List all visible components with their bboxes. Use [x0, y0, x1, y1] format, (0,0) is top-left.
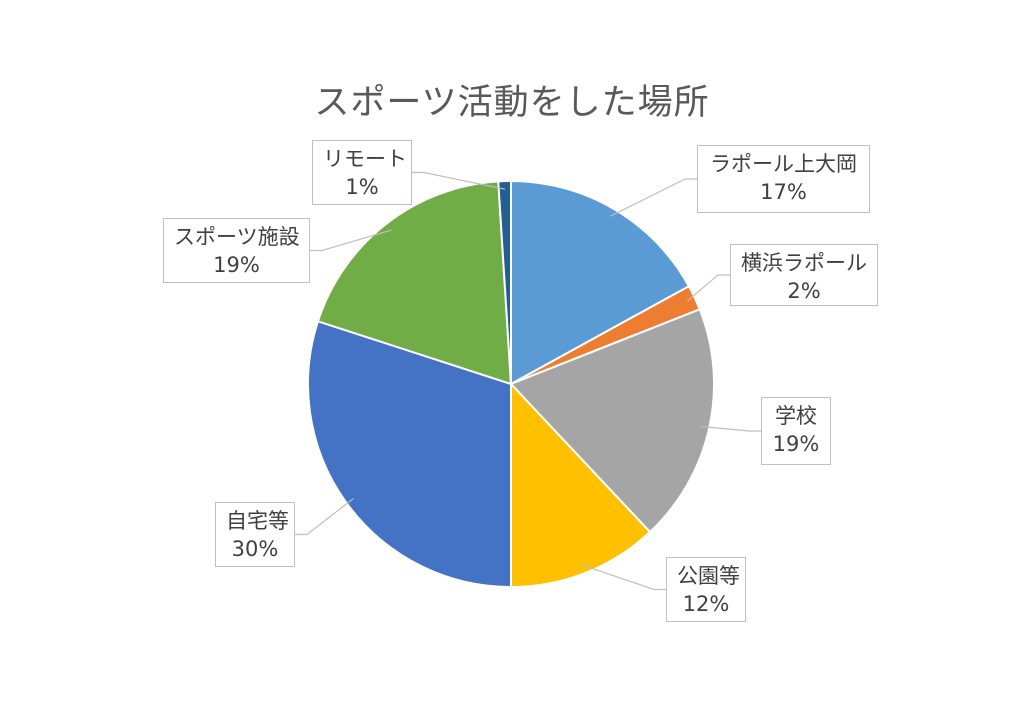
data-label-category: リモート	[323, 147, 407, 171]
leader-line	[686, 274, 730, 302]
data-label-category: 公園等	[677, 564, 740, 588]
data-label-percent: 19%	[772, 432, 820, 456]
data-label: ラポール上大岡 17%	[697, 145, 870, 213]
leader-line	[295, 498, 354, 536]
pie-slice	[316, 180, 513, 386]
pie-slice	[510, 381, 652, 589]
pie-slice	[509, 307, 715, 534]
data-label-category: 学校	[775, 404, 817, 428]
leader-line	[310, 229, 392, 252]
data-label: リモート 1%	[312, 140, 412, 205]
data-label-category: 横浜ラポール	[741, 251, 867, 275]
data-label: スポーツ施設 19%	[163, 218, 310, 283]
data-label: 公園等 12%	[666, 557, 746, 622]
data-label-percent: 19%	[213, 253, 260, 277]
data-label-category: ラポール上大岡	[710, 152, 857, 176]
pie-slice	[497, 179, 512, 385]
data-label-percent: 1%	[345, 175, 379, 199]
chart-title: スポーツ活動をした場所	[314, 83, 710, 123]
leader-line	[701, 425, 761, 432]
data-label: 学校 19%	[761, 397, 831, 465]
leader-line	[609, 178, 697, 217]
data-label-percent: 2%	[787, 279, 821, 303]
data-label-percent: 17%	[760, 180, 807, 204]
leader-line	[582, 564, 666, 591]
pie-slice	[510, 179, 691, 386]
data-label-category: スポーツ施設	[174, 225, 300, 249]
leader-line	[412, 171, 506, 190]
data-label: 自宅等 30%	[215, 502, 295, 567]
data-label-category: 自宅等	[226, 509, 289, 533]
data-label-percent: 12%	[682, 592, 730, 616]
data-label: 横浜ラポール 2%	[730, 244, 878, 306]
data-label-percent: 30%	[231, 537, 279, 561]
